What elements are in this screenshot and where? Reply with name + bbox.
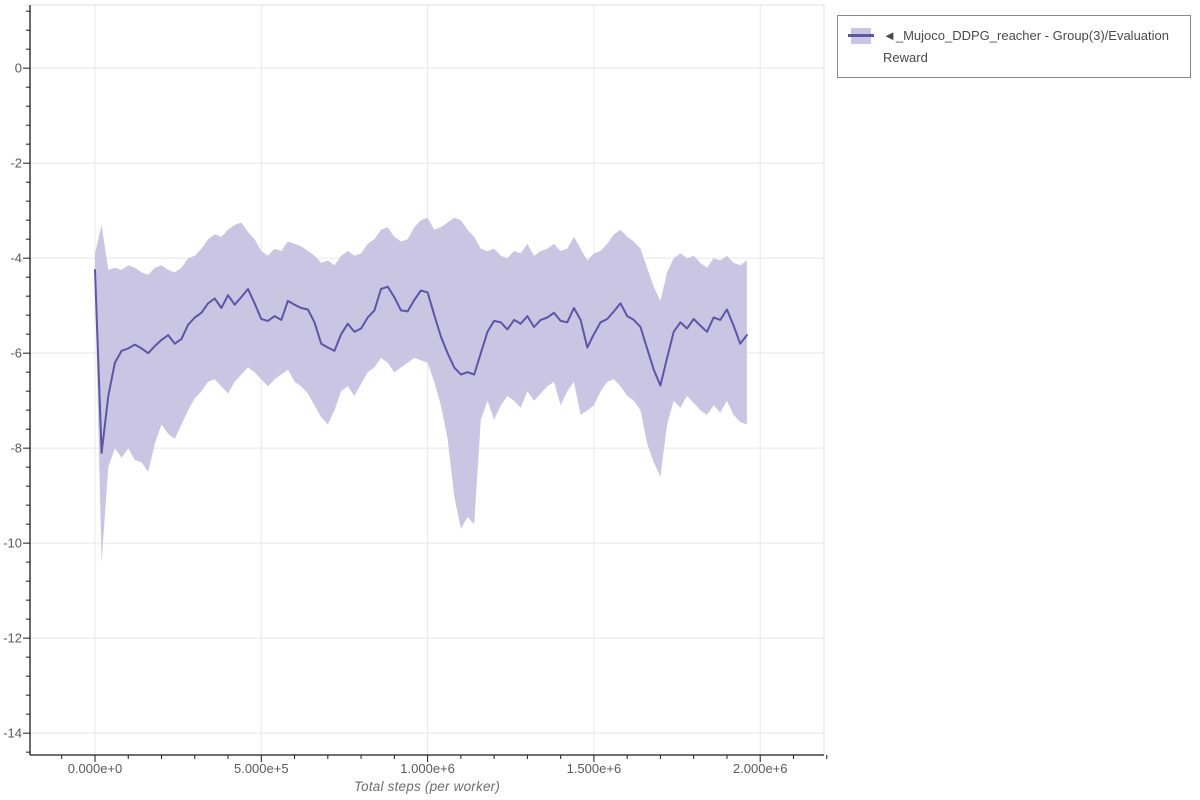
confidence-band-layer — [95, 217, 747, 563]
y-tick-label: -14 — [3, 726, 22, 741]
axis-lines — [29, 5, 824, 756]
y-tick-label: -2 — [10, 156, 22, 171]
series-layer — [94, 269, 748, 454]
legend-swatch-line — [848, 34, 874, 37]
legend-swatch-icon — [848, 28, 874, 44]
y-tick-label: -4 — [10, 251, 22, 266]
mean-line[interactable] — [94, 269, 748, 454]
confidence-band — [95, 217, 747, 563]
x-tick-label: 0.000e+0 — [68, 761, 123, 776]
x-axis-title: Total steps (per worker) — [353, 779, 501, 794]
y-tick-label: 0 — [15, 61, 22, 76]
x-tick-label: 1.000e+6 — [400, 761, 455, 776]
legend-label: ◄_Mujoco_DDPG_reacher - Group(3)/Evaluat… — [883, 28, 1169, 65]
x-tick-label: 2.000e+6 — [733, 761, 788, 776]
y-tick-label: -8 — [10, 441, 22, 456]
plot-border — [30, 4, 825, 755]
y-tick-label: -6 — [10, 346, 22, 361]
axes — [29, 5, 824, 756]
tick-labels: 0 -2 -4 -6 -8 -10 -12 -14 0.000e+0 5.000e+5 1.000e… — [3, 61, 787, 776]
axis-ticks — [23, 10, 828, 762]
legend-item[interactable]: ◄_Mujoco_DDPG_reacher - Group(3)/Evaluat… — [837, 15, 1191, 78]
y-tick-label: -10 — [3, 536, 22, 551]
x-tick-label: 1.500e+6 — [567, 761, 622, 776]
x-tick-label: 5.000e+5 — [234, 761, 289, 776]
y-tick-label: -12 — [3, 631, 22, 646]
